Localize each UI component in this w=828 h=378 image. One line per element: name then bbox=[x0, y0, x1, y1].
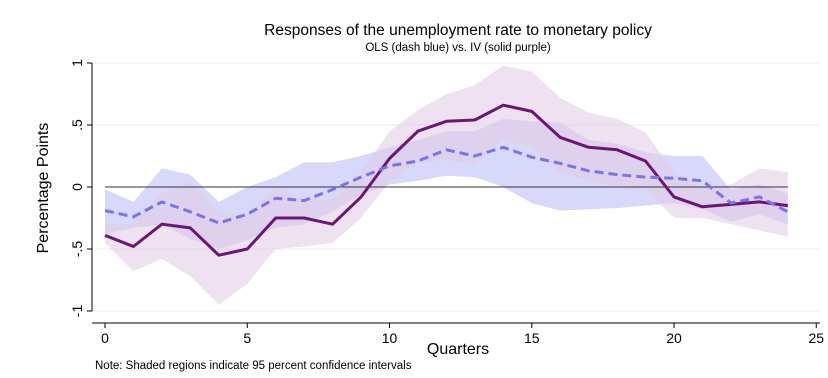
y-tick-label: 1 bbox=[69, 59, 85, 67]
x-tick-label: 15 bbox=[524, 330, 540, 346]
confidence-bands bbox=[105, 65, 788, 305]
chart-note: Note: Shaded regions indicate 95 percent… bbox=[95, 360, 412, 372]
y-axis-title: Percentage Points bbox=[35, 123, 52, 254]
series-line-iv bbox=[104, 103, 788, 257]
x-tick-label: 5 bbox=[243, 330, 251, 346]
series-lines bbox=[104, 103, 789, 257]
x-tick-label: 20 bbox=[666, 330, 682, 346]
x-axis-title: Quarters bbox=[427, 341, 489, 358]
y-tick-label: 0 bbox=[69, 183, 85, 191]
y-tick-label: .5 bbox=[69, 119, 85, 131]
series-line-ols bbox=[104, 145, 789, 225]
y-tick-label: -1 bbox=[69, 305, 85, 318]
x-ticks: 0 5 10 15 20 25 bbox=[101, 323, 824, 346]
x-tick-label: 25 bbox=[808, 330, 824, 346]
x-tick-label: 0 bbox=[101, 330, 109, 346]
x-tick-label: 10 bbox=[382, 330, 398, 346]
chart-title: Responses of the unemployment rate to mo… bbox=[264, 22, 652, 39]
chart-subtitle: OLS (dash blue) vs. IV (solid purple) bbox=[365, 42, 551, 54]
y-tick-label: -.5 bbox=[69, 241, 85, 258]
y-ticks: -1 -.5 0 .5 1 bbox=[69, 59, 92, 317]
ci-band-iv bbox=[105, 65, 788, 305]
